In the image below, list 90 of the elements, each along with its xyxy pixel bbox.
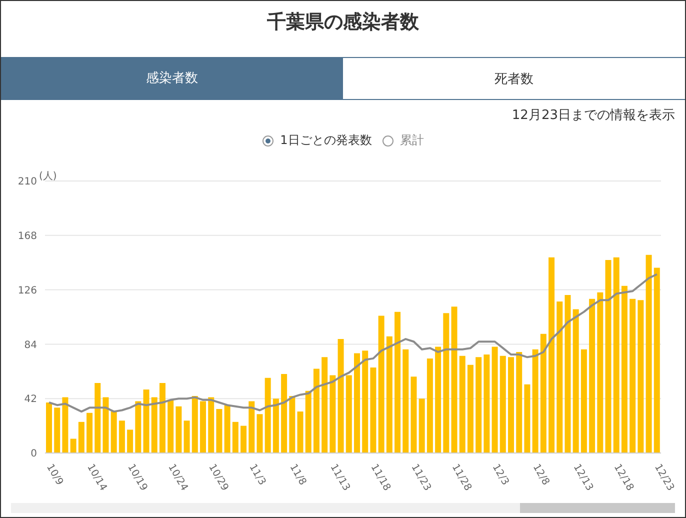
bar: [208, 397, 214, 453]
bar: [110, 412, 117, 453]
bar: [143, 390, 150, 453]
bar: [168, 400, 174, 453]
bar: [402, 349, 409, 453]
y-tick-label: 0: [30, 448, 37, 460]
bar: [410, 376, 417, 453]
bar: [605, 260, 612, 453]
bar: [54, 408, 60, 453]
bar: [638, 300, 644, 453]
bar: [322, 357, 328, 453]
bar: [621, 286, 628, 453]
bar: [370, 368, 376, 453]
bar: [540, 334, 546, 453]
bar: [78, 422, 84, 453]
bar: [394, 312, 401, 453]
bar: [305, 390, 312, 453]
bar: [248, 401, 255, 453]
bar: [580, 349, 587, 453]
bar: [646, 254, 652, 453]
bar: [256, 414, 263, 453]
y-tick-label: 42: [24, 394, 37, 406]
bar: [184, 420, 190, 453]
bar: [654, 268, 660, 453]
text: 12月23日までの情報を表示: [510, 107, 675, 124]
bar: [200, 401, 206, 453]
bar: [500, 356, 506, 453]
bar: [532, 349, 538, 453]
bar: [589, 298, 596, 453]
y-tick-label: 126: [18, 285, 37, 296]
bar: [451, 306, 458, 453]
bar: [118, 420, 125, 453]
bar: [613, 257, 620, 453]
bar: [281, 374, 288, 453]
bar: [354, 353, 360, 453]
bar: [330, 375, 336, 453]
bar: [102, 397, 109, 453]
text: 1日ごとの発表数: [280, 132, 372, 149]
bar: [386, 336, 392, 453]
bar: [94, 383, 101, 453]
bar: [240, 426, 247, 453]
bar: [524, 384, 530, 453]
bar: [564, 294, 571, 453]
bar: [127, 430, 134, 453]
bar: [338, 339, 344, 453]
bar: [232, 422, 238, 453]
y-tick-label: 168: [18, 230, 37, 242]
bar: [151, 397, 158, 453]
bar: [597, 292, 604, 453]
bar: [224, 405, 230, 453]
bar: [492, 346, 498, 453]
chart-title: 千葉県の感染者数: [266, 10, 420, 35]
bar: [548, 257, 555, 453]
text: 感染者数: [1, 57, 343, 99]
bar: [70, 438, 76, 453]
bar: [508, 357, 514, 453]
bar: [378, 316, 384, 453]
bar: [135, 401, 142, 453]
bar: [264, 378, 271, 453]
bar: [289, 396, 296, 453]
bar: [426, 358, 433, 453]
bar: [572, 309, 579, 453]
bar: [556, 301, 563, 453]
text: 累計: [400, 132, 424, 149]
bar: [176, 406, 182, 453]
bar: [362, 350, 368, 453]
bar: [418, 398, 425, 453]
bar: [467, 364, 474, 453]
bar: [435, 346, 442, 453]
bar: [86, 412, 93, 453]
bar: [459, 356, 466, 453]
bar: [443, 313, 450, 453]
bar: [346, 375, 352, 453]
bar: [46, 402, 52, 453]
bar: [297, 412, 304, 453]
bar: [476, 357, 482, 453]
bar: [62, 397, 68, 453]
bar: [484, 354, 490, 453]
y-tick-label: 210: [18, 176, 37, 188]
line-series: [48, 273, 658, 413]
bar: [192, 396, 198, 453]
bar: [630, 298, 636, 453]
bar: [272, 398, 279, 453]
y-tick-label: 84: [24, 340, 37, 351]
text: 死者数: [343, 57, 685, 99]
y-axis-title: (人): [39, 170, 57, 183]
bar: [216, 408, 222, 453]
bar: [159, 383, 166, 453]
bar: [516, 352, 522, 453]
bar: [313, 368, 320, 453]
